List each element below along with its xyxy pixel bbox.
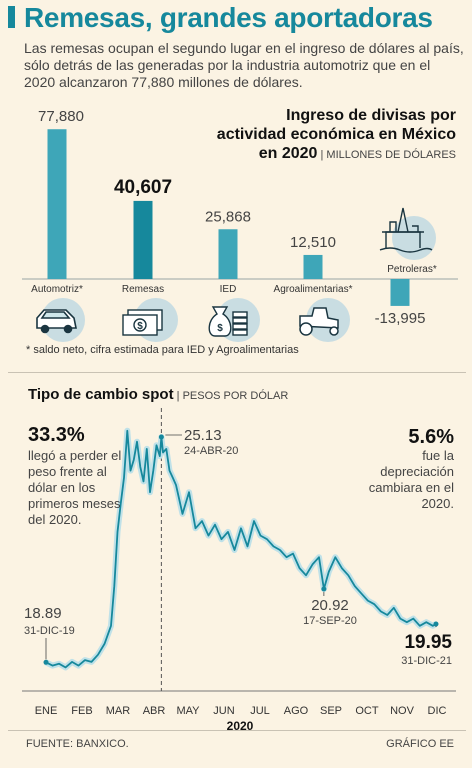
bar-value-label-2: 40,607 [114, 177, 172, 198]
x-tick-nov: NOV [390, 705, 415, 717]
source-note: FUENTE: BANXICO. [26, 738, 129, 750]
annotation-sep-date: 17-SEP-20 [303, 615, 357, 627]
point-start [43, 659, 49, 665]
chart1-title-line2: actividad económica en México [216, 126, 456, 143]
bar-category-label-2: Remesas [122, 284, 164, 295]
oil-platform-icon-circle [392, 216, 436, 260]
annotation-sep-value: 20.92 [311, 597, 349, 614]
x-tick-feb: FEB [71, 705, 92, 717]
x-tick-dic: DIC [428, 705, 447, 717]
car-icon [36, 309, 77, 334]
x-axis-title: 2020 [227, 719, 254, 733]
chart1-title: Ingreso de divisas por actividad económi… [196, 106, 456, 165]
annotation-peak-date: 24-ABR-20 [184, 445, 238, 457]
x-tick-may: MAY [176, 705, 200, 717]
bar-category-label-1: Automotriz* [31, 284, 83, 295]
section-divider [8, 372, 466, 373]
x-tick-ago: AGO [284, 705, 309, 717]
credit-note: GRÁFICO EE [386, 738, 454, 750]
bar-2 [133, 200, 153, 279]
x-tick-jun: JUN [213, 705, 234, 717]
annotation-right-value: 5.6% [408, 426, 454, 448]
page-title: Remesas, grandes aportadoras [24, 2, 433, 33]
annotation-start-date: 31-DIC-19 [24, 625, 75, 637]
annotation-right-text: fue la depreciación cambiara en el 2020. [368, 448, 454, 511]
bar-value-label-5: -13,995 [375, 310, 426, 327]
chart2-title-text: Tipo de cambio spot [28, 386, 174, 403]
annotation-peak-value: 25.13 [184, 427, 222, 444]
annotation-end-date: 31-DIC-21 [401, 655, 452, 667]
money-icon: $ [122, 309, 163, 336]
bar-3 [218, 229, 238, 279]
point-end [433, 621, 439, 627]
line-chart: ENE FEB MAR ABR MAY JUN JUL AGO SEP OCT NOV DIC 2020… [22, 408, 456, 733]
annotation-left-value: 33.3% [28, 424, 85, 446]
x-tick-sep: SEP [320, 705, 342, 717]
chart1-footnote: * saldo neto, cifra estimada para IED y … [26, 344, 299, 356]
bar-value-label-4: 12,510 [290, 234, 336, 251]
title-accent-bar [8, 6, 15, 28]
bar-5 [390, 279, 410, 306]
footer-divider [8, 730, 466, 731]
bar-4 [303, 254, 323, 279]
bar-category-label-5: Petroleras* [387, 264, 437, 275]
annotation-left-text: llegó a perder el peso frente al dólar e… [28, 448, 122, 527]
bar-value-label-3: 25,868 [205, 208, 251, 225]
svg-text:$: $ [217, 323, 223, 334]
bar-category-label-3: IED [220, 284, 237, 295]
oil-platform-icon [379, 207, 433, 253]
chart1-title-line1: Ingreso de divisas por [286, 107, 456, 124]
tractor-icon [299, 307, 339, 336]
chart1-unit: MILLONES DE DÓLARES [326, 149, 456, 161]
chart2-unit: PESOS POR DÓLAR [182, 390, 289, 402]
svg-text:$: $ [137, 321, 143, 332]
annotation-start-value: 18.89 [24, 605, 62, 622]
annotation-end-value: 19.95 [404, 632, 452, 653]
series-line [45, 429, 437, 669]
x-tick-jul: JUL [250, 705, 270, 717]
bar-1 [47, 129, 67, 279]
point-sep [321, 586, 327, 592]
chart1-title-line3: en 2020 [258, 145, 318, 162]
point-peak [158, 434, 164, 440]
bar-chart: 77,880 Automotriz* 40,607 Remesas 25,868 IED 1… [22, 108, 458, 342]
bar-category-label-4: Agroalimentarias* [274, 284, 353, 295]
x-tick-abr: ABR [143, 705, 166, 717]
bar-value-label-1: 77,880 [38, 108, 84, 125]
chart2-title: Tipo de cambio spot | PESOS POR DÓLAR [28, 386, 289, 403]
x-tick-mar: MAR [106, 705, 131, 717]
money-bag-icon: $ [208, 306, 248, 337]
x-tick-ene: ENE [35, 705, 58, 717]
x-tick-oct: OCT [355, 705, 379, 717]
intro-text: Las remesas ocupan el segundo lugar en e… [24, 40, 464, 90]
